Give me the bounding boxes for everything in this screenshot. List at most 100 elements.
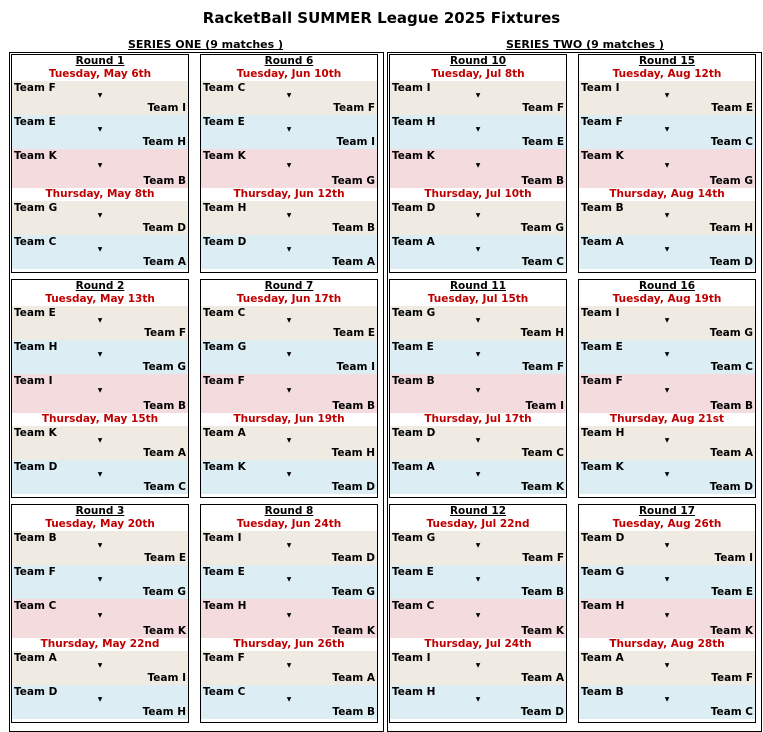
- triangle-down-icon: ▼: [475, 662, 481, 669]
- away-team: Team B: [710, 400, 753, 412]
- match-row: Team D ▼ Team A: [201, 235, 377, 269]
- triangle-down-icon: ▼: [97, 471, 103, 478]
- match-row: Team F ▼ Team A: [201, 651, 377, 685]
- round-title: Round 17: [638, 505, 696, 517]
- match-row: Team K ▼ Team D: [579, 460, 755, 494]
- page-title: RacketBall SUMMER League 2025 Fixtures: [202, 9, 561, 27]
- home-team: Team E: [203, 116, 245, 128]
- triangle-down-icon: ▼: [664, 317, 670, 324]
- match-row: Team H ▼ Team D: [390, 685, 566, 719]
- home-team: Team C: [203, 82, 246, 94]
- match-date: Thursday, May 15th: [41, 413, 159, 425]
- home-team: Team I: [203, 532, 242, 544]
- triangle-down-icon: ▼: [664, 471, 670, 478]
- triangle-down-icon: ▼: [97, 387, 103, 394]
- triangle-down-icon: ▼: [475, 246, 481, 253]
- match-row: Team K ▼ Team B: [12, 149, 188, 188]
- triangle-down-icon: ▼: [286, 612, 292, 619]
- away-team: Team A: [710, 447, 753, 459]
- home-team: Team C: [14, 236, 57, 248]
- match-date: Tuesday, Jul 22nd: [426, 518, 530, 530]
- match-row: Team I ▼ Team A: [390, 651, 566, 685]
- away-team: Team C: [143, 481, 186, 493]
- triangle-down-icon: ▼: [286, 437, 292, 444]
- series-label: SERIES ONE (9 matches ): [128, 38, 284, 51]
- triangle-down-icon: ▼: [97, 317, 103, 324]
- away-team: Team F: [522, 361, 564, 373]
- match-date: Tuesday, May 13th: [45, 293, 155, 305]
- away-team: Team A: [521, 672, 564, 684]
- match-row: Team G ▼ Team F: [390, 531, 566, 565]
- away-team: Team F: [333, 102, 375, 114]
- home-team: Team H: [392, 116, 436, 128]
- away-team: Team I: [714, 552, 753, 564]
- away-team: Team H: [520, 327, 564, 339]
- match-date: Tuesday, May 6th: [48, 68, 152, 80]
- away-team: Team G: [709, 327, 753, 339]
- match-row: Team F ▼ Team C: [579, 115, 755, 149]
- home-team: Team K: [14, 150, 57, 162]
- match-date: Tuesday, Aug 12th: [612, 68, 722, 80]
- away-team: Team D: [331, 481, 375, 493]
- triangle-down-icon: ▼: [286, 351, 292, 358]
- round-card: Round 16 Tuesday, Aug 19th Team I ▼ Team G Te…: [578, 279, 756, 498]
- home-team: Team F: [14, 82, 56, 94]
- match-date: Thursday, Aug 14th: [609, 188, 725, 200]
- match-row: Team C ▼ Team B: [201, 685, 377, 719]
- triangle-down-icon: ▼: [664, 542, 670, 549]
- match-row: Team H ▼ Team E: [390, 115, 566, 149]
- home-team: Team K: [392, 150, 435, 162]
- triangle-down-icon: ▼: [664, 92, 670, 99]
- away-team: Team D: [331, 552, 375, 564]
- match-row: Team C ▼ Team A: [12, 235, 188, 269]
- home-team: Team D: [203, 236, 247, 248]
- round-title: Round 12: [449, 505, 507, 517]
- away-team: Team C: [710, 136, 753, 148]
- match-row: Team F ▼ Team I: [12, 81, 188, 115]
- match-row: Team E ▼ Team G: [201, 565, 377, 599]
- triangle-down-icon: ▼: [286, 162, 292, 169]
- home-team: Team B: [392, 375, 435, 387]
- match-row: Team A ▼ Team H: [201, 426, 377, 460]
- away-team: Team F: [144, 327, 186, 339]
- home-team: Team I: [581, 307, 620, 319]
- home-team: Team G: [203, 341, 247, 353]
- match-row: Team D ▼ Team H: [12, 685, 188, 719]
- away-team: Team K: [521, 481, 564, 493]
- match-date: Tuesday, Aug 26th: [612, 518, 722, 530]
- triangle-down-icon: ▼: [664, 612, 670, 619]
- triangle-down-icon: ▼: [97, 576, 103, 583]
- round-title: Round 1: [75, 55, 125, 67]
- match-row: Team C ▼ Team K: [12, 599, 188, 638]
- match-row: Team D ▼ Team C: [390, 426, 566, 460]
- away-team: Team C: [521, 447, 564, 459]
- home-team: Team F: [203, 652, 245, 664]
- away-team: Team H: [142, 136, 186, 148]
- match-row: Team K ▼ Team G: [579, 149, 755, 188]
- triangle-down-icon: ▼: [97, 662, 103, 669]
- away-team: Team G: [520, 222, 564, 234]
- match-row: Team K ▼ Team D: [201, 460, 377, 494]
- away-team: Team G: [709, 175, 753, 187]
- match-row: Team H ▼ Team A: [579, 426, 755, 460]
- triangle-down-icon: ▼: [286, 576, 292, 583]
- away-team: Team B: [332, 706, 375, 718]
- match-row: Team K ▼ Team G: [201, 149, 377, 188]
- match-date: Tuesday, May 20th: [45, 518, 155, 530]
- match-row: Team I ▼ Team B: [12, 374, 188, 413]
- away-team: Team I: [147, 102, 186, 114]
- triangle-down-icon: ▼: [286, 317, 292, 324]
- home-team: Team A: [581, 236, 624, 248]
- triangle-down-icon: ▼: [475, 351, 481, 358]
- match-row: Team D ▼ Team G: [390, 201, 566, 235]
- round-card: Round 1 Tuesday, May 6th Team F ▼ Team I Team…: [11, 54, 189, 273]
- round-card: Round 10 Tuesday, Jul 8th Team I ▼ Team F Tea…: [389, 54, 567, 273]
- triangle-down-icon: ▼: [664, 246, 670, 253]
- home-team: Team E: [392, 566, 434, 578]
- home-team: Team E: [392, 341, 434, 353]
- triangle-down-icon: ▼: [97, 437, 103, 444]
- triangle-down-icon: ▼: [97, 696, 103, 703]
- match-date: Tuesday, Jun 10th: [236, 68, 342, 80]
- triangle-down-icon: ▼: [286, 246, 292, 253]
- match-row: Team K ▼ Team B: [390, 149, 566, 188]
